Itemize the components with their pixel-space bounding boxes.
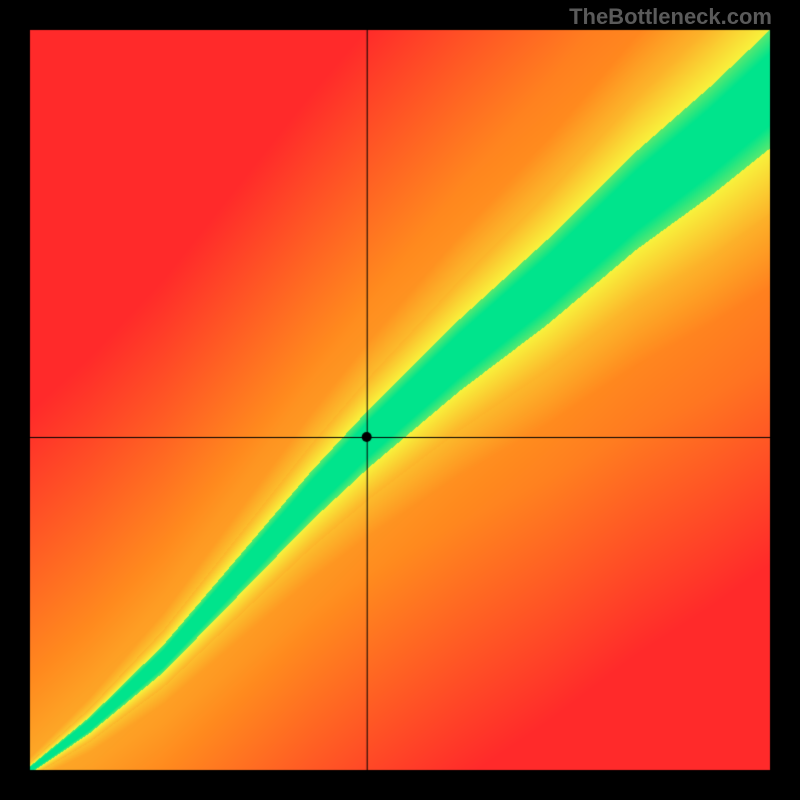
chart-container: TheBottleneck.com	[0, 0, 800, 800]
bottleneck-heatmap	[0, 0, 800, 800]
watermark-text: TheBottleneck.com	[569, 4, 772, 30]
